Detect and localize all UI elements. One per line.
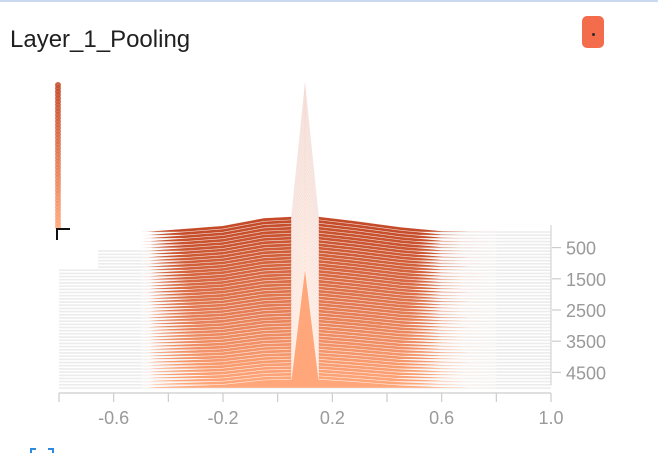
ridge-step [140,195,497,328]
ridge-step [140,188,497,322]
y-tick-label: 500 [566,239,596,259]
ridge-step [140,161,497,300]
y-axis: 500 1500 2500 3500 4500 [550,225,606,385]
ridge-step [140,85,497,236]
ridge-step [140,165,497,303]
ridge-step [140,267,497,389]
ridge-step [140,104,497,252]
ridge-step [140,154,497,293]
fullscreen-icon[interactable] [29,447,55,454]
ridge-step [140,241,497,366]
ridge-step [140,93,497,242]
x-axis: -0.6 -0.2 0.2 0.6 1.0 [58,392,564,428]
ridge-step [140,256,497,379]
ridge-step [140,214,497,344]
x-tick-label: 1.0 [538,408,563,428]
ridge-step [140,112,497,258]
y-tick-label: 1500 [566,270,606,290]
ridge-step [140,192,497,325]
ridge-step [140,264,497,386]
step-slider [55,82,70,240]
ridge-step [140,100,497,249]
ridge-step [140,131,497,274]
x-tick-label: -0.6 [98,408,129,428]
ridge-step [140,199,497,331]
ridge-step [140,169,497,306]
ridge-step [140,119,497,265]
ridge-step [140,184,497,319]
card-top-border [0,0,658,2]
ridge-step [140,207,497,338]
ridge-step [140,123,497,268]
ridge-step [140,222,497,351]
ridge-step [140,173,497,309]
ridge-step [140,142,497,284]
ridge-step [140,127,497,271]
ridge-step [140,157,497,296]
ridge-step [140,180,497,316]
slider-corner-marker [56,228,70,240]
y-tick-label: 4500 [566,363,606,383]
y-tick-label: 2500 [566,301,606,321]
more-vert-icon [592,33,595,36]
ridge-step [140,89,497,239]
ridge-step [140,97,497,245]
x-tick-label: -0.2 [207,408,238,428]
ridge-step [140,108,497,255]
ridge-step [140,81,497,233]
x-tick-label: 0.6 [429,408,454,428]
ridge-step [140,116,497,261]
ridge-step [140,226,497,354]
ridge-step [140,138,497,281]
ridge-step [140,229,497,357]
ridge-step [140,211,497,341]
ridge-step [140,260,497,382]
ridge-step [140,150,497,290]
ridge-step [140,237,497,363]
card-title: Layer_1_Pooling [10,26,191,53]
x-tick-label: 0.2 [320,408,345,428]
ridge-step [140,146,497,287]
ridge-step [140,135,497,277]
ridge-step [140,252,497,376]
ridge-step [140,245,497,370]
ridge-step [140,218,497,347]
ridge-step [140,233,497,360]
ridge-step [140,176,497,312]
ridge-step [140,248,497,373]
histogram-ridges [140,81,497,389]
y-tick-label: 3500 [566,332,606,352]
ridge-step [140,203,497,335]
card-menu-button[interactable] [582,16,604,48]
